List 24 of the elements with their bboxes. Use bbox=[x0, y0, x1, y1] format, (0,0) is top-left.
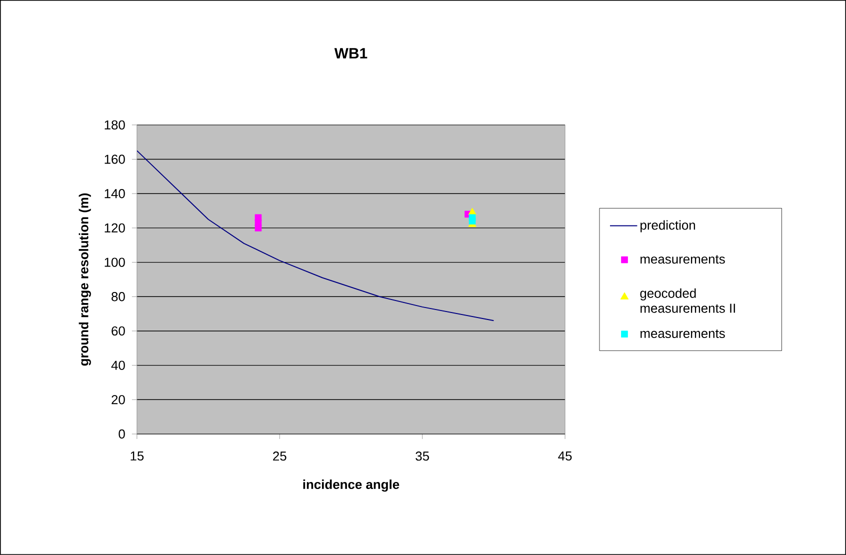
y-tick-label: 60 bbox=[112, 326, 125, 336]
legend-label: measurements bbox=[640, 330, 725, 338]
y-axis-title: ground range resolution (m) bbox=[78, 193, 91, 366]
y-tick-label: 40 bbox=[111, 360, 125, 370]
line-series bbox=[136, 150, 494, 322]
x-tick-label: 35 bbox=[416, 452, 429, 461]
x-tick-label: 45 bbox=[558, 452, 572, 461]
legend-label: measurements bbox=[640, 255, 725, 264]
point bbox=[468, 214, 476, 222]
y-tick-label: 20 bbox=[112, 395, 125, 404]
x-tick-label: 15 bbox=[130, 452, 144, 461]
legend-label: prediction bbox=[640, 220, 696, 232]
y-tick-label: 140 bbox=[104, 189, 125, 198]
y-tick-label: 120 bbox=[104, 223, 125, 233]
y-tick-label: 0 bbox=[118, 429, 125, 439]
x-tick-label: 25 bbox=[273, 452, 286, 461]
legend-label: geocoded measurements II bbox=[640, 288, 735, 313]
y-tick-label: 180 bbox=[104, 120, 125, 130]
chart-title: WB1 bbox=[334, 48, 368, 58]
y-tick-label: 160 bbox=[104, 154, 125, 164]
point bbox=[254, 214, 262, 222]
y-tick-label: 80 bbox=[112, 292, 125, 302]
y-tick-label: 100 bbox=[104, 258, 125, 267]
x-axis-title: incidence angle bbox=[303, 480, 400, 492]
